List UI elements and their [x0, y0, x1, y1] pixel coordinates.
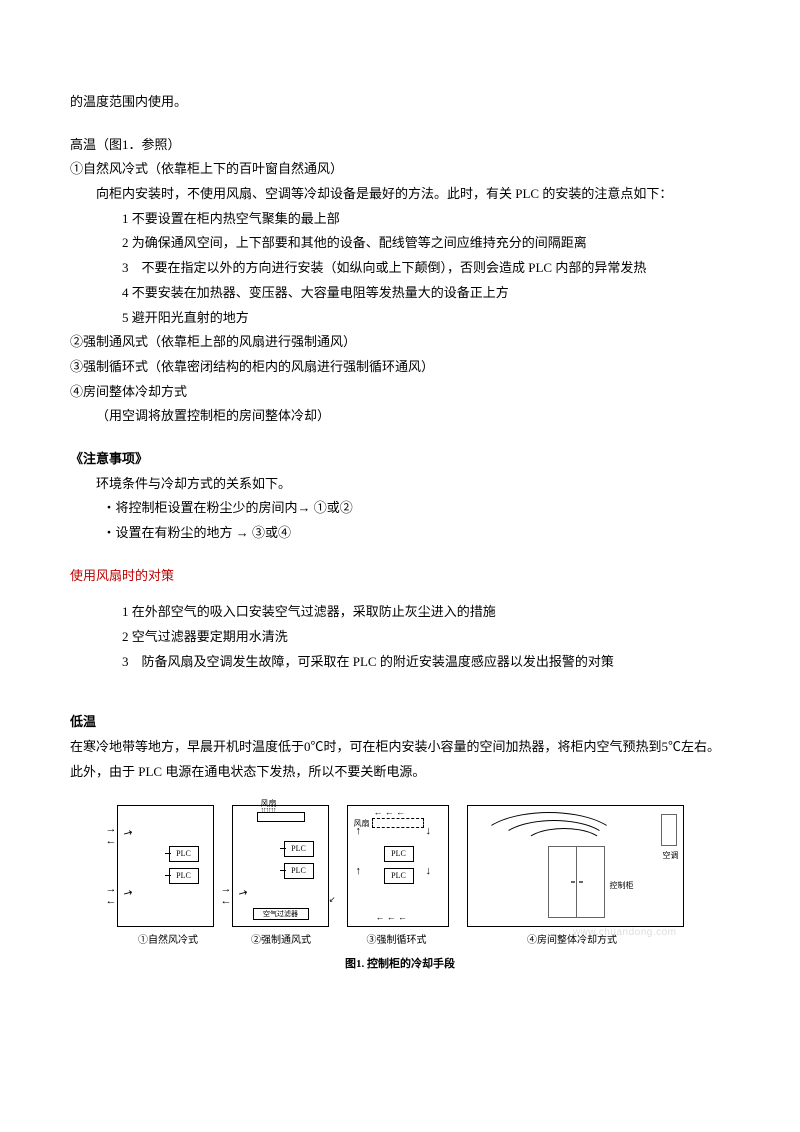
method1-intro: 向柜内安装时，不使用风扇、空调等冷却设备是最好的方法。此时，有关 PLC 的安装… [70, 182, 730, 207]
caption3: ③强制循环式 [347, 931, 447, 950]
watermark: www.chuandong.com [573, 923, 677, 942]
plc-label: PLC [169, 868, 199, 884]
panel-room-cooling: 空调 控制柜 www.chuandong.com [467, 805, 684, 927]
caution-title: 《注意事项》 [70, 447, 730, 472]
caution-bullet2: ・设置在有粉尘的地方 → ③或④ [70, 521, 730, 546]
method2: ②强制通风式（依靠柜上部的风扇进行强制通风） [70, 330, 730, 355]
plc-label: PLC [284, 841, 314, 857]
plc-label: PLC [169, 846, 199, 862]
method1-point2: 2 为确保通风空间，上下部要和其他的设备、配线管等之间应维持充分的间隔距离 [70, 231, 730, 256]
panel-natural-cooling: → ← → ← ↘ ↘ PLC PLC [117, 805, 214, 927]
low-temp-body: 在寒冷地带等地方，早晨开机时温度低于0℃时，可在柜内安装小容量的空间加热器，将柜… [70, 735, 730, 784]
panel-forced-vent: ↑↑↑↑↑↑ 风扇 → ← ↘ PLC PLC 空气过滤器 ↙ [232, 805, 329, 927]
fan-section-title: 使用风扇时的对策 [70, 564, 730, 589]
caption2: ②强制通风式 [234, 931, 329, 950]
arrow-icon: ↘ [121, 826, 135, 839]
figure1: → ← → ← ↘ ↘ PLC PLC ↑↑↑↑↑↑ 风扇 → ← ↘ PLC … [70, 805, 730, 975]
method1-point1: 1 不要设置在柜内热空气聚集的最上部 [70, 207, 730, 232]
low-temp-title: 低温 [70, 710, 730, 735]
fan-point2: 2 空气过滤器要定期用水清洗 [70, 625, 730, 650]
panel-forced-circ: 风扇 ← ← ← ↓ ↓ ↑ ↑ ← ← ← PLC PLC [347, 805, 449, 927]
plc-label: PLC [384, 846, 414, 862]
fan-label: 风扇 [261, 796, 277, 811]
filter-label: 空气过滤器 [253, 908, 309, 920]
fan-point3: 3 防备风扇及空调发生故障，可采取在 PLC 的附近安装温度感应器以发出报警的对… [122, 650, 730, 675]
figure-caption: 图1. 控制柜的冷却手段 [70, 954, 730, 975]
fan-point1: 1 在外部空气的吸入口安装空气过滤器，采取防止灰尘进入的措施 [70, 600, 730, 625]
caption1: ①自然风冷式 [121, 931, 216, 950]
ac-label: 空调 [663, 848, 679, 863]
method4: ④房间整体冷却方式 [70, 380, 730, 405]
method1-title: ①自然风冷式（依靠柜上下的百叶窗自然通风） [70, 157, 730, 182]
caution-intro: 环境条件与冷却方式的关系如下。 [70, 472, 730, 497]
cabinet-box [548, 846, 605, 918]
plc-label: PLC [284, 863, 314, 879]
method3: ③强制循环式（依靠密闭结构的柜内的风扇进行强制循环通风） [70, 355, 730, 380]
ac-box [661, 814, 677, 846]
method1-point5: 5 避开阳光直射的地方 [70, 306, 730, 331]
method1-point3: 3 不要在指定以外的方向进行安装（如纵向或上下颠倒），否则会造成 PLC 内部的… [122, 256, 730, 281]
method4-sub: （用空调将放置控制柜的房间整体冷却） [70, 404, 730, 429]
high-temp-title: 高温（图1．参照） [70, 133, 730, 158]
caution-bullet1: ・将控制柜设置在粉尘少的房间内→ ①或② [70, 496, 730, 521]
plc-label: PLC [384, 868, 414, 884]
method1-point4: 4 不要安装在加热器、变压器、大容量电阻等发热量大的设备正上方 [70, 281, 730, 306]
cabinet-label: 控制柜 [610, 878, 634, 893]
intro-text: 的温度范围内使用。 [70, 90, 730, 115]
